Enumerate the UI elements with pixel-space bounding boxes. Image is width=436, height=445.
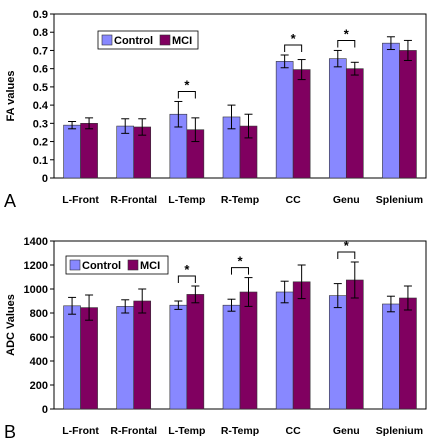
category-label: L-Temp bbox=[168, 194, 205, 206]
y-tick-label: 200 bbox=[30, 380, 48, 392]
category-label: L-Temp bbox=[168, 425, 205, 437]
bar-control bbox=[328, 58, 347, 179]
y-tick-label: 1000 bbox=[24, 284, 48, 296]
legend-label-control: Control bbox=[82, 260, 121, 272]
y-tick-label: 0.4 bbox=[33, 100, 49, 112]
category-label: L-Front bbox=[62, 425, 99, 437]
significance-bracket bbox=[177, 90, 196, 99]
category-label: R-Temp bbox=[221, 425, 259, 437]
bar-control bbox=[116, 306, 135, 410]
bar-mci bbox=[292, 69, 311, 179]
y-tick-label: 1400 bbox=[24, 236, 48, 248]
bar-control bbox=[275, 291, 294, 410]
significance-star: * bbox=[344, 26, 350, 41]
panel-label: A bbox=[4, 191, 16, 211]
chart-panel-b: 0 200 400 600 800 1000 1200 1400 ADC Values L-Fro… bbox=[4, 236, 427, 442]
significance-bracket bbox=[177, 275, 196, 283]
bar-mci bbox=[399, 297, 417, 410]
y-tick-label: 0.2 bbox=[33, 137, 48, 149]
significance-bracket bbox=[231, 267, 249, 275]
chart-panel-a: 0 0.1 0.2 0.3 0.4 0.5 0.6 0.7 0.8 0.9 FA values L-F… bbox=[4, 9, 427, 211]
significance-star: * bbox=[237, 254, 243, 269]
y-tick-label: 0.3 bbox=[33, 118, 48, 130]
bar-control bbox=[222, 304, 241, 410]
category-label: CC bbox=[286, 194, 302, 206]
y-tick-label: 0.1 bbox=[33, 155, 48, 167]
panel-label: B bbox=[4, 422, 16, 440]
significance-star: * bbox=[184, 77, 190, 92]
bar-mci bbox=[399, 50, 417, 179]
category-label: Genu bbox=[333, 425, 360, 437]
legend-label-control: Control bbox=[114, 35, 153, 47]
category-label: Genu bbox=[333, 194, 360, 206]
y-axis-label: FA values bbox=[5, 71, 17, 122]
legend-box bbox=[97, 30, 199, 50]
legend-swatch-mci bbox=[159, 34, 171, 46]
legend-label-mci: MCI bbox=[172, 35, 192, 47]
category-label: R-Temp bbox=[221, 194, 259, 206]
y-axis-label: ADC Values bbox=[5, 294, 17, 356]
significance-star: * bbox=[184, 262, 190, 277]
y-tick-label: 0 bbox=[42, 173, 48, 185]
legend-box bbox=[65, 255, 169, 275]
bar-mci bbox=[186, 294, 205, 410]
bar-control bbox=[116, 125, 135, 179]
y-tick-label: 800 bbox=[30, 308, 48, 320]
category-label: CC bbox=[286, 425, 302, 437]
category-label: R-Frontal bbox=[110, 425, 157, 437]
y-tick-label: 0.6 bbox=[33, 64, 48, 76]
bar-control bbox=[63, 305, 81, 410]
y-tick-label: 600 bbox=[30, 332, 48, 344]
legend-swatch-control bbox=[101, 34, 113, 46]
category-label: Splenium bbox=[376, 425, 423, 437]
bar-mci bbox=[345, 279, 364, 410]
bar-mci bbox=[239, 291, 258, 410]
category-label: L-Front bbox=[62, 194, 99, 206]
significance-bracket bbox=[337, 39, 356, 48]
significance-star: * bbox=[344, 238, 350, 253]
y-tick-label: 1200 bbox=[24, 260, 48, 272]
legend-label-mci: MCI bbox=[140, 260, 160, 272]
legend-swatch-control bbox=[69, 259, 81, 271]
bar-mci bbox=[292, 281, 311, 410]
bar-mci bbox=[345, 68, 364, 179]
bar-control bbox=[169, 304, 188, 410]
category-label: R-Frontal bbox=[110, 194, 157, 206]
y-tick-label: 0 bbox=[42, 404, 48, 416]
y-tick-label: 400 bbox=[30, 356, 48, 368]
significance-bracket bbox=[284, 44, 303, 52]
bar-mci bbox=[80, 123, 98, 179]
y-tick-label: 0.5 bbox=[33, 82, 48, 94]
bar-control bbox=[382, 303, 400, 410]
bar-control bbox=[63, 124, 81, 179]
bar-control bbox=[328, 295, 347, 410]
bar-control bbox=[382, 42, 400, 179]
y-tick-label: 0.7 bbox=[33, 45, 48, 57]
category-label: Splenium bbox=[376, 194, 423, 206]
bar-control bbox=[275, 61, 294, 179]
legend-swatch-mci bbox=[127, 259, 139, 271]
bar-mci bbox=[80, 307, 98, 410]
y-tick-label: 0.9 bbox=[33, 9, 48, 21]
significance-star: * bbox=[291, 31, 297, 46]
significance-bracket bbox=[337, 251, 356, 259]
y-tick-label: 0.8 bbox=[33, 27, 48, 39]
bar-mci bbox=[133, 300, 152, 410]
